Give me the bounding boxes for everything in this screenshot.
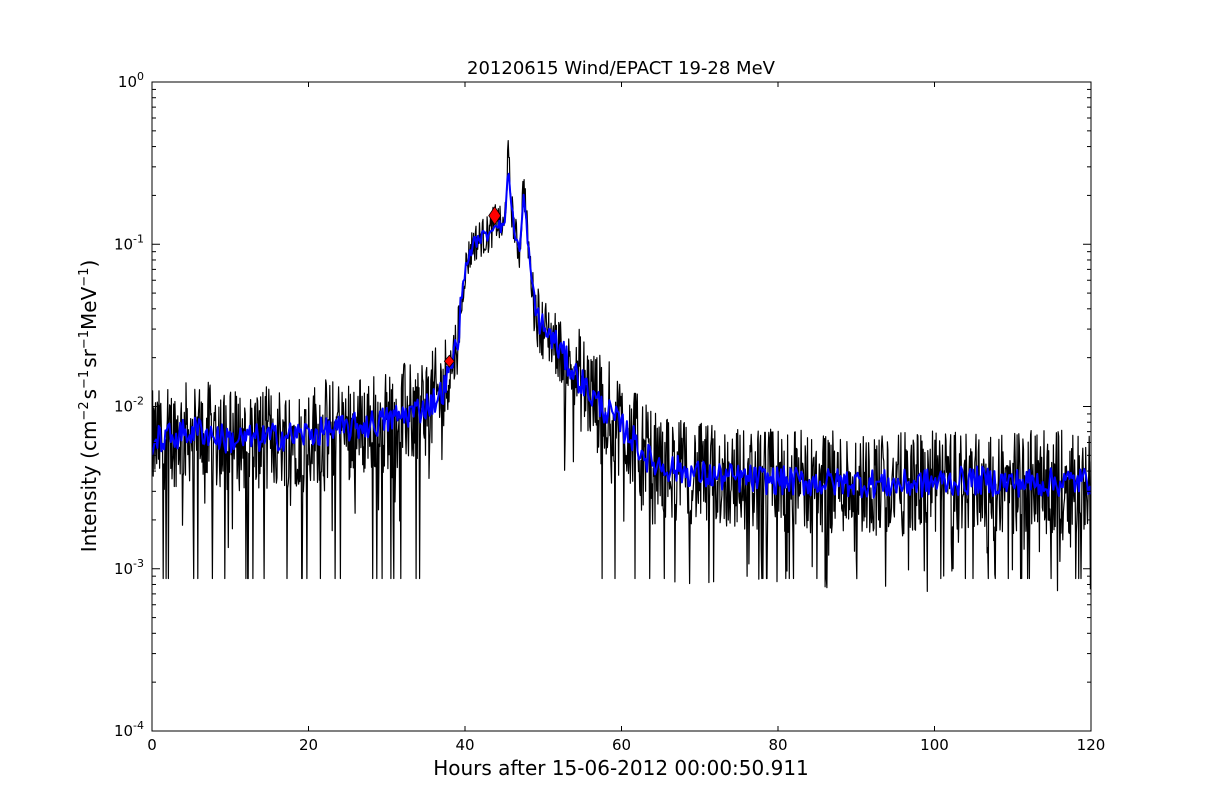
- y-label-mev: MeV: [77, 286, 101, 330]
- y-axis-label: Intensity (cm−2s−1sr−1MeV−1): [77, 260, 101, 553]
- y-tick-label: 10-1: [114, 232, 144, 253]
- y-label-s: s: [77, 389, 101, 399]
- y-tick-label: 10-2: [114, 395, 144, 416]
- x-tick-label: 40: [455, 736, 474, 754]
- x-tick-label: 0: [147, 736, 157, 754]
- y-label-sup-1: −2: [77, 401, 92, 420]
- y-tick-label: 10-3: [114, 557, 144, 578]
- y-axis: 100 10-1 10-2 10-3 10-4: [114, 70, 1091, 740]
- x-tick-label: 20: [299, 736, 318, 754]
- x-tick-label: 80: [768, 736, 787, 754]
- y-tick-label: 100: [118, 70, 144, 91]
- x-tick-label: 100: [920, 736, 949, 754]
- y-label-sup-4: −1: [77, 268, 92, 287]
- x-axis-label: Hours after 15-06-2012 00:00:50.911: [433, 756, 809, 780]
- x-tick-label: 120: [1077, 736, 1106, 754]
- plot-lines: [152, 140, 1091, 592]
- event-marker-1: [443, 354, 455, 368]
- series-line-2: [152, 172, 1091, 499]
- y-label-pre: Intensity (cm: [77, 421, 101, 553]
- event-marker-2: [488, 205, 502, 226]
- plot-markers: [443, 205, 502, 368]
- y-label-sup-3: −1: [77, 330, 92, 349]
- x-axis: 0 20 40 60 80 100 120: [147, 82, 1105, 754]
- x-tick-label: 60: [612, 736, 631, 754]
- y-label-sr: sr: [77, 348, 101, 367]
- y-tick-label: 10-4: [114, 719, 144, 740]
- y-label-post: ): [77, 260, 101, 268]
- chart-title: 20120615 Wind/EPACT 19-28 MeV: [467, 58, 776, 79]
- y-label-sup-2: −1: [77, 370, 92, 389]
